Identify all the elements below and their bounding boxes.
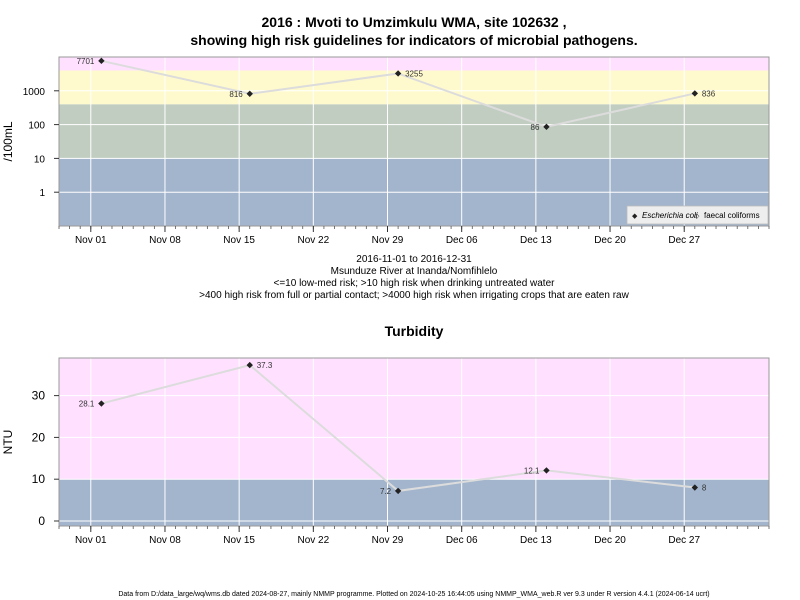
turbidity-data-label: 12.1 [524,466,540,475]
turbidity-y-tick-label-0: 0 [38,514,45,528]
turbidity-plot-frame [58,357,770,527]
caption-guideline-contact: >400 high risk from full or partial cont… [199,290,629,301]
microbial-x-tick-label-4: Nov 29 [372,235,404,246]
microbial-data-label: 816 [229,90,243,99]
microbial-data-point [394,70,402,77]
microbial-y-tick-label-3: 1000 [23,87,46,98]
turbidity-data-label: 7.2 [380,487,392,496]
caption-date-range: 2016-11-01 to 2016-12-31 [356,254,472,265]
turbidity-x-tick-label-8: Dec 27 [668,535,700,546]
microbial-x-tick-label-0: Nov 01 [75,235,107,246]
microbial-x-tick-label-8: Dec 27 [668,235,700,246]
turbidity-data-label: 28.1 [79,400,95,409]
microbial-data-point [543,123,550,131]
microbial-x-tick-label-7: Dec 20 [594,235,626,246]
footer-note: Data from D:/data_large/wq/wms.db dated … [118,591,709,598]
turbidity-x-tick-label-1: Nov 08 [149,535,181,546]
turbidity-y-axis-label: NTU [1,430,15,455]
turbidity-x-tick-label-3: Nov 22 [297,535,329,546]
turbidity-x-tick-label-0: Nov 01 [75,535,107,546]
microbial-legend-marker-0: ◆ [632,213,638,220]
microbial-x-tick-label-5: Dec 06 [446,235,478,246]
turbidity-x-tick-label-2: Nov 15 [223,535,255,546]
figure-title-line2: showing high risk guidelines for indicat… [190,32,637,48]
microbial-chart-panel: Nov 01 Nov 08 Nov 15 Nov 22 Nov 29 Dec 06 Dec … [1,56,770,246]
turbidity-y-tick-label-2: 20 [32,430,46,444]
turbidity-data-label: 8 [702,484,707,493]
turbidity-risk-band-1 [59,358,769,480]
turbidity-x-tick-label-7: Dec 20 [594,535,626,546]
caption-site-name: Msunduze River at Inanda/Nomfihlelo [331,266,498,277]
microbial-x-tick-label-1: Nov 08 [149,235,181,246]
microbial-y-tick-label-2: 100 [28,121,45,132]
microbial-data-label: 3255 [405,69,423,78]
turbidity-y-tick-label-1: 10 [32,472,46,486]
microbial-y-tick-label-1: 10 [34,154,46,165]
turbidity-data-label: 37.3 [257,361,273,370]
microbial-legend-box [626,205,769,225]
turbidity-x-tick-label-6: Dec 13 [520,535,552,546]
microbial-risk-band-2 [59,70,769,105]
microbial-x-tick-label-3: Nov 22 [297,235,329,246]
microbial-legend-label-1: faecal coliforms [704,211,760,220]
turbidity-data-point [543,467,550,474]
turbidity-x-tick-label-4: Nov 29 [372,535,404,546]
microbial-y-axis-label: /100mL [1,121,15,161]
turbidity-data-point [691,484,699,491]
microbial-data-point [98,57,105,65]
microbial-data-label: 836 [702,89,716,98]
microbial-data-label: 7701 [77,57,95,66]
microbial-risk-band-1 [59,104,769,159]
turbidity-data-point [246,361,253,369]
microbial-plot-frame [58,56,770,227]
turbidity-chart-panel: Nov 01 Nov 08 Nov 15 Nov 22 Nov 29 Dec 06 Dec … [1,323,770,546]
microbial-risk-band-3 [59,57,769,71]
caption-guideline-drinking: <=10 low-med risk; >10 high risk when dr… [274,278,556,289]
turbidity-data-point [394,487,402,495]
turbidity-y-tick-label-3: 30 [32,389,46,403]
microbial-data-label: 86 [531,123,540,132]
turbidity-data-point [98,400,105,407]
turbidity-panel-title: Turbidity [385,323,444,339]
microbial-y-tick-label-0: 1 [39,188,45,199]
microbial-legend-marker-1: ◇ [694,213,700,220]
microbial-x-tick-label-2: Nov 15 [223,235,255,246]
microbial-data-point [691,90,699,97]
microbial-x-tick-label-6: Dec 13 [520,235,552,246]
figure-title-line1: 2016 : Mvoti to Umzimkulu WMA, site 1026… [262,14,567,30]
microbial-legend-label-0: Escherichia coli [642,211,698,220]
turbidity-x-tick-label-5: Dec 06 [446,535,478,546]
microbial-data-point [246,90,253,97]
turbidity-risk-band-0 [59,479,769,526]
